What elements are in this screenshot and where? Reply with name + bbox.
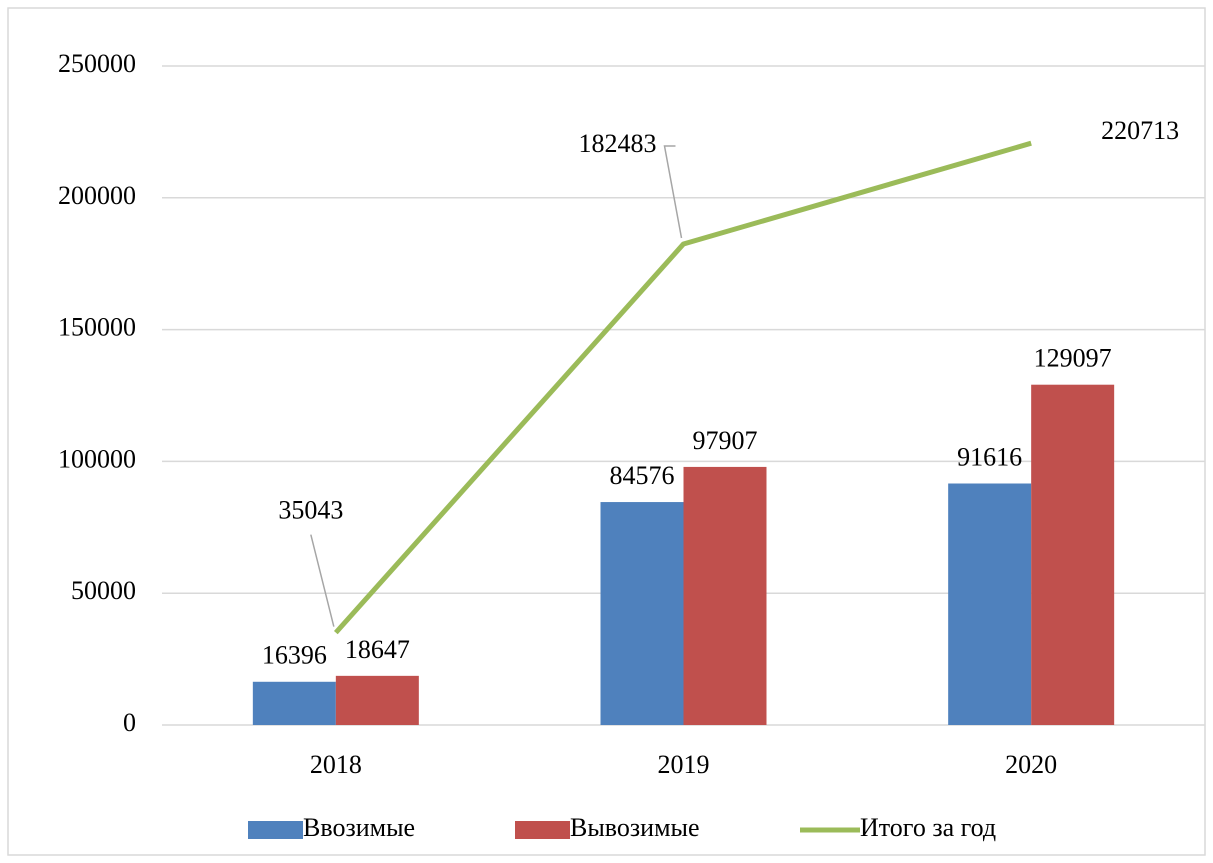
bar [1031,384,1115,725]
line-series [333,140,1032,635]
bar [252,681,336,725]
leader-line [663,145,683,239]
x-tick-label: 2019 [658,750,710,779]
data-label: 97907 [693,426,758,455]
data-label: 18647 [345,635,410,664]
data-label: 182483 [579,129,657,158]
legend-label: Вывозимые [570,813,700,842]
y-tick-label: 50000 [71,576,136,605]
legend-label: Итого за год [860,813,996,842]
y-tick-label: 200000 [58,181,136,210]
legend-swatch [515,821,570,839]
y-tick-label: 0 [123,708,136,737]
data-label: 220713 [1101,116,1179,145]
x-tick-label: 2018 [310,750,362,779]
data-label: 84576 [610,461,675,490]
data-label: 35043 [278,496,343,525]
bar [683,466,767,725]
leader-line [310,534,335,627]
x-tick-label: 2020 [1005,750,1057,779]
y-tick-label: 250000 [58,49,136,78]
y-tick-label: 100000 [58,444,136,473]
legend-swatch [248,821,303,839]
bar [335,675,419,725]
data-label: 129097 [1034,344,1112,373]
y-tick-label: 150000 [58,313,136,342]
bar [600,502,684,725]
data-label: 16396 [262,641,327,670]
bar [948,483,1032,725]
legend-label: Ввозимые [303,813,415,842]
data-label: 91616 [957,442,1022,471]
